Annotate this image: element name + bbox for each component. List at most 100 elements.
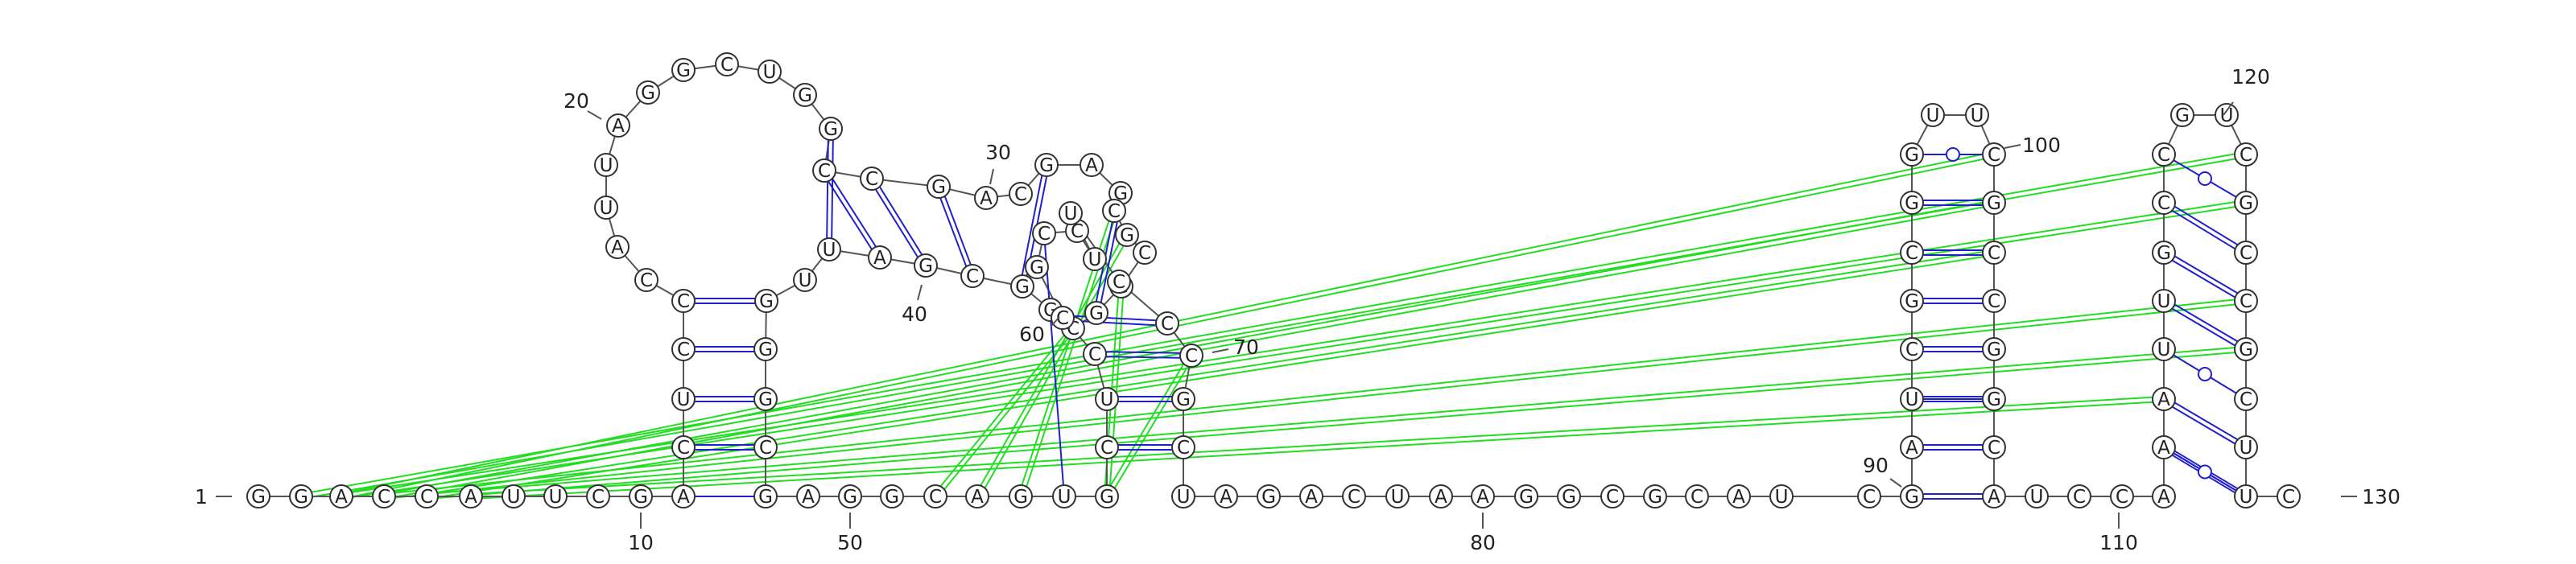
nucleotide-circle	[1982, 484, 2006, 508]
nucleotide-circle	[1514, 484, 1538, 508]
nucleotide-35: C	[1102, 199, 1126, 223]
nucleotide-circle	[671, 58, 696, 82]
nucleotide-circle	[1171, 484, 1195, 508]
nucleotide-base: A	[873, 248, 886, 269]
nucleotide-49: G	[753, 337, 778, 361]
nucleotide-circle	[923, 484, 947, 508]
nucleotide-base: U	[763, 62, 777, 83]
nucleotide-base: G	[1905, 487, 1919, 508]
nucleotide-circle	[1299, 484, 1323, 508]
nucleotide-circle	[880, 484, 904, 508]
base-pair-line	[939, 185, 976, 276]
nucleotide-base: C	[759, 438, 772, 459]
nucleotide-56: C	[923, 484, 947, 508]
nucleotide-70: C	[1107, 270, 1131, 294]
nucleotide-base: A	[2157, 389, 2170, 410]
nucleotide-circle	[1032, 221, 1056, 245]
nucleotide-base: A	[2157, 487, 2170, 508]
nucleotide-42: G	[1010, 274, 1034, 298]
nucleotide-circle	[629, 484, 653, 508]
nucleotide-110: C	[2067, 484, 2091, 508]
nucleotide-12: C	[671, 435, 696, 459]
nucleotide-59: U	[1052, 484, 1076, 508]
nucleotide-circle	[715, 52, 739, 76]
nucleotide-circle	[502, 484, 526, 508]
nucleotide-106: G	[1982, 387, 2006, 411]
backbone-layer	[258, 64, 2289, 497]
nucleotide-63: C	[1083, 342, 1107, 366]
pseudoknot-pair-line	[470, 396, 2164, 496]
position-label-130: 130	[2362, 485, 2401, 508]
nucleotide-79: C	[1342, 484, 1366, 508]
nucleotide-81: A	[1429, 484, 1453, 508]
nucleotide-123: G	[2234, 191, 2258, 215]
nucleotide-base: G	[1100, 487, 1114, 508]
pseudoknot-pair-line	[471, 400, 2165, 500]
nucleotide-29: G	[927, 175, 951, 199]
nucleotide-circle	[1557, 484, 1581, 508]
nucleotide-base: U	[799, 270, 812, 291]
nucleotide-base: C	[1038, 224, 1051, 245]
nucleotide-base: C	[1988, 438, 2000, 459]
nucleotide-base: A	[980, 188, 993, 209]
nucleotide-circle	[1257, 484, 1281, 508]
nucleotide-base: C	[1348, 487, 1360, 508]
pseudoknot-pair-line	[932, 326, 1072, 496]
nucleotide-25: G	[793, 83, 817, 107]
nucleotide-17: A	[605, 235, 630, 259]
nucleotide-base: C	[1100, 438, 1113, 459]
pseudoknot-pair-line	[1018, 191, 1120, 496]
nucleotide-45: A	[868, 245, 892, 270]
nucleotide-105: G	[1982, 337, 2006, 361]
nucleotide-circle	[1900, 191, 1924, 215]
nucleotide-base: A	[1476, 487, 1489, 508]
nucleotide-base: C	[1606, 487, 1619, 508]
nucleotide-127: C	[2234, 387, 2258, 411]
nucleotide-53: A	[796, 484, 820, 508]
nucleotide-circle	[1900, 289, 1924, 313]
nucleotide-circle	[671, 289, 696, 313]
nucleotide-circle	[1982, 191, 2006, 215]
nucleotide-base: G	[676, 60, 691, 81]
nucleotide-95: G	[1900, 289, 1924, 313]
nucleotide-circle	[796, 484, 820, 508]
nucleotide-base: A	[1732, 487, 1745, 508]
nucleotide-circle	[2234, 484, 2258, 508]
nucleotide-base: G	[843, 487, 857, 508]
nucleotide-20: A	[606, 113, 630, 138]
nucleotide-circle	[1009, 484, 1033, 508]
nucleotide-102: G	[1982, 191, 2006, 215]
nucleotide-108: A	[1982, 484, 2006, 508]
base-pair-line	[1094, 355, 1191, 359]
nucleotide-121: U	[2215, 103, 2239, 127]
position-label-70: 70	[1233, 336, 1259, 359]
nucleotide-75: U	[1171, 484, 1195, 508]
nucleotide-circle	[914, 253, 938, 278]
nucleotide-circle	[793, 268, 817, 292]
nucleotide-27: C	[812, 158, 836, 183]
nucleotide-73: G	[1171, 387, 1195, 411]
nucleotide-circle	[1385, 484, 1410, 508]
base-pair-line	[2161, 253, 2245, 304]
nucleotide-72: C	[1179, 344, 1203, 368]
nucleotide-base: C	[2240, 145, 2252, 166]
nucleotide-circle	[586, 484, 610, 508]
nucleotide-circle	[960, 264, 985, 288]
nucleotide-circle	[2234, 241, 2258, 265]
nucleotide-30: A	[974, 186, 998, 210]
nucleotide-base: C	[378, 487, 390, 508]
nucleotide-base: U	[677, 389, 691, 410]
nucleotide-74: C	[1171, 435, 1195, 459]
nucleotide-43: C	[960, 264, 985, 288]
nucleotide-circle	[1643, 484, 1667, 508]
nucleotide-base: G	[251, 487, 266, 508]
nucleotide-4: C	[372, 484, 396, 508]
nucleotide-circle	[636, 80, 660, 105]
nucleotide-circle	[1051, 306, 1075, 330]
nucleotide-circle	[1982, 435, 2006, 459]
nucleotide-88: A	[1727, 484, 1751, 508]
nucleotide-circle	[1084, 301, 1108, 325]
nucleotide-circle	[753, 337, 778, 361]
nucleotide-base: G	[824, 119, 838, 140]
nucleotide-circle	[2170, 103, 2194, 127]
